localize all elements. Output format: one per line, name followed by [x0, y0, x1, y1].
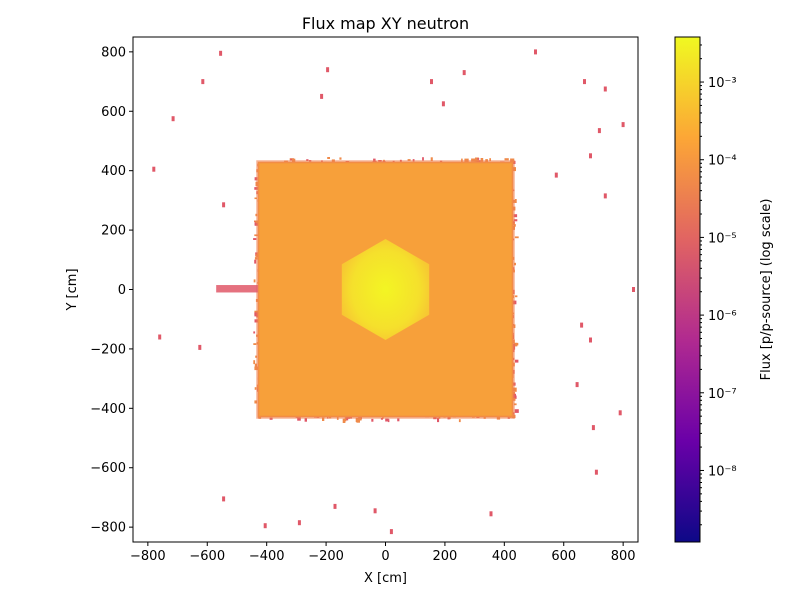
flux-point [171, 116, 175, 122]
y-tick-label: −600 [90, 461, 126, 476]
x-tick-label: 400 [492, 549, 517, 564]
flux-point [462, 70, 466, 76]
y-tick-label: −800 [90, 521, 126, 536]
colorbar-tick-label: 10⁻⁵ [708, 231, 737, 246]
y-tick-label: 600 [101, 105, 126, 120]
flux-point [201, 79, 205, 85]
y-axis: −800 −600 −400 −200 0 200 400 600 800 [90, 45, 133, 536]
x-tick-label: 0 [381, 549, 389, 564]
flux-point [580, 322, 584, 328]
x-axis: −800 −600 −400 −200 0 200 400 600 800 [130, 542, 636, 564]
flux-point [222, 496, 226, 502]
y-tick-label: 200 [101, 224, 126, 239]
flux-point [618, 410, 622, 416]
flux-point [603, 193, 607, 199]
flux-point [430, 79, 433, 85]
flux-point [152, 166, 156, 172]
y-tick-label: 800 [101, 45, 126, 60]
colorbar [674, 36, 701, 543]
flux-point [326, 67, 330, 73]
flux-point [575, 382, 579, 388]
heatmap-layer [152, 49, 635, 535]
flux-point [222, 202, 226, 208]
y-tick-label: 400 [101, 164, 126, 179]
flux-point [297, 520, 301, 526]
flux-point [583, 79, 586, 85]
left-streak-region [216, 285, 258, 293]
flux-point [594, 469, 598, 475]
x-tick-label: −800 [130, 549, 166, 564]
flux-point [554, 172, 558, 178]
flux-point [597, 128, 601, 134]
flux-point [219, 50, 223, 56]
flux-point [621, 122, 625, 128]
x-tick-label: 600 [551, 549, 576, 564]
colorbar-tick-label: 10⁻⁴ [708, 154, 737, 169]
y-tick-label: 0 [118, 283, 126, 298]
x-axis-label: X [cm] [364, 571, 407, 586]
y-axis-label: Y [cm] [65, 268, 80, 311]
flux-point [333, 503, 337, 509]
colorbar-label: Flux [p/p-source] (log scale) [759, 199, 774, 381]
flux-point [158, 334, 162, 340]
flux-point [589, 153, 592, 159]
flux-point [489, 511, 493, 517]
flux-point [320, 93, 324, 99]
flux-point [441, 101, 445, 107]
sparse-flux-points [152, 49, 635, 535]
flux-point [603, 86, 607, 92]
x-tick-label: 200 [432, 549, 457, 564]
flux-point [263, 523, 267, 529]
y-tick-label: −200 [90, 342, 126, 357]
colorbar-tick-label: 10⁻⁸ [708, 464, 737, 479]
colorbar-tick-label: 10⁻³ [708, 76, 737, 91]
x-tick-label: −200 [308, 549, 344, 564]
flux-point [534, 49, 537, 55]
y-tick-label: −400 [90, 402, 126, 417]
flux-point [589, 337, 592, 343]
flux-point [373, 508, 377, 514]
x-tick-label: −400 [249, 549, 285, 564]
flux-point [632, 287, 635, 292]
x-tick-label: −600 [189, 549, 225, 564]
flux-point [591, 425, 595, 431]
colorbar-ticks: 10⁻⁸ 10⁻⁷ 10⁻⁶ 10⁻⁵ 10⁻⁴ 10⁻³ [700, 44, 737, 526]
flux-point [198, 344, 202, 350]
x-tick-label: 800 [611, 549, 636, 564]
core-hexagon-region [341, 239, 430, 340]
flux-point [389, 529, 393, 535]
colorbar-tick-label: 10⁻⁷ [708, 387, 737, 402]
colorbar-tick-label: 10⁻⁶ [708, 309, 737, 324]
chart-title: Flux map XY neutron [302, 14, 469, 33]
